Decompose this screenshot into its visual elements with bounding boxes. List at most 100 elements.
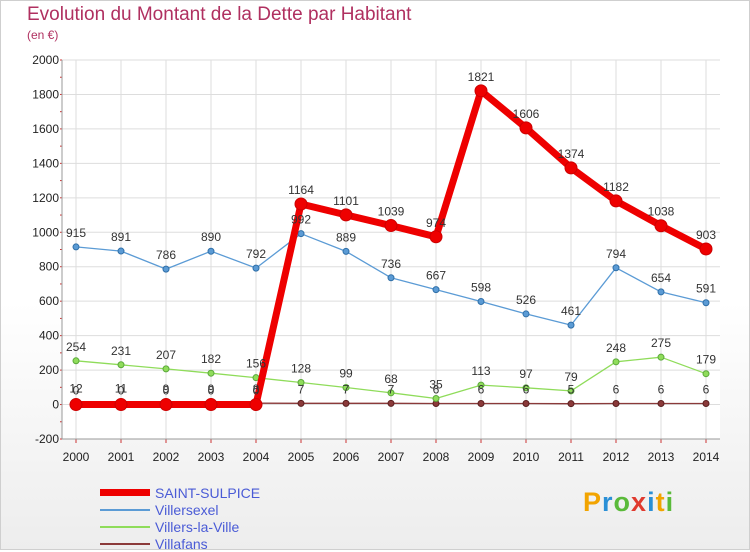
- proxiti-logo: Proxiti: [583, 487, 675, 517]
- x-tick-label: 2001: [108, 450, 135, 464]
- legend-item-villafans: Villafans: [100, 535, 260, 552]
- data-label-villersexel: 526: [516, 293, 536, 307]
- data-point-villafans: [702, 400, 710, 408]
- data-label-villersexel: 792: [246, 247, 266, 261]
- data-point-villersexel: [162, 265, 170, 273]
- data-label-villers-la-ville: 231: [111, 344, 131, 358]
- legend-item-saint-sulpice: SAINT-SULPICE: [100, 484, 260, 501]
- data-point-villersexel: [72, 243, 80, 251]
- data-label-villafans: 7: [343, 382, 350, 396]
- data-label-villersexel: 915: [66, 226, 86, 240]
- data-point-saint-sulpice: [204, 398, 218, 412]
- data-label-villers-la-ville: 99: [339, 366, 353, 380]
- data-point-villafans: [657, 400, 665, 408]
- data-label-saint-sulpice: 0: [118, 384, 125, 398]
- data-label-villersexel: 786: [156, 248, 176, 262]
- legend-item-villers-la-ville: Villers-la-Ville: [100, 518, 260, 535]
- data-point-saint-sulpice: [384, 219, 398, 233]
- data-point-villersexel: [342, 247, 350, 255]
- x-tick-label: 2000: [63, 450, 90, 464]
- x-tick-label: 2010: [513, 450, 540, 464]
- data-label-villersexel: 889: [336, 230, 356, 244]
- data-point-villers-la-ville: [567, 387, 575, 395]
- data-label-villers-la-ville: 113: [471, 364, 490, 378]
- data-label-saint-sulpice: 0: [73, 384, 80, 398]
- data-point-villafans: [387, 399, 395, 407]
- data-point-saint-sulpice: [519, 121, 533, 135]
- legend-swatch: [100, 508, 150, 511]
- data-point-villersexel: [477, 298, 485, 306]
- data-point-villers-la-ville: [657, 353, 665, 361]
- legend-swatch: [100, 542, 150, 545]
- data-label-villers-la-ville: 207: [156, 348, 176, 362]
- data-label-saint-sulpice: 903: [696, 228, 716, 242]
- gridlines: [62, 59, 720, 440]
- data-point-villersexel: [612, 264, 620, 272]
- data-point-villafans: [297, 399, 305, 407]
- data-point-villers-la-ville: [297, 378, 305, 386]
- x-tick-label: 2005: [288, 450, 315, 464]
- legend: SAINT-SULPICE Villersexel Villers-la-Ville…: [100, 484, 260, 552]
- y-tick-label: 600: [39, 294, 59, 308]
- x-tick-label: 2012: [603, 450, 630, 464]
- data-point-villersexel: [207, 247, 215, 255]
- data-point-villersexel: [702, 299, 710, 307]
- data-label-villers-la-ville: 182: [201, 352, 221, 366]
- y-tick-label: 2000: [32, 53, 59, 67]
- y-tick-label: 0: [52, 398, 59, 412]
- chart-title: Evolution du Montant de la Dette par Hab…: [27, 4, 412, 25]
- x-tick-label: 2002: [153, 450, 180, 464]
- legend-swatch: [100, 525, 150, 528]
- data-label-villersexel: 794: [606, 247, 626, 261]
- data-point-villers-la-ville: [387, 389, 395, 397]
- data-label-saint-sulpice: 1182: [603, 180, 629, 194]
- data-label-villers-la-ville: 248: [606, 341, 626, 355]
- data-point-villafans: [477, 400, 485, 408]
- data-label-saint-sulpice: 1039: [378, 205, 405, 219]
- series-lines: [69, 84, 713, 412]
- legend-label: Villers-la-Ville: [155, 518, 240, 535]
- data-point-villers-la-ville: [522, 384, 530, 392]
- data-label-villafans: 11: [115, 382, 128, 396]
- data-point-villers-la-ville: [342, 383, 350, 391]
- data-point-villersexel: [297, 230, 305, 238]
- data-label-villafans: 6: [658, 383, 665, 397]
- data-label-villersexel: 890: [201, 230, 221, 244]
- y-tick-label: 1800: [32, 87, 59, 101]
- data-label-villers-la-ville: 97: [519, 367, 533, 381]
- data-point-villersexel: [432, 286, 440, 294]
- data-labels: 0 0 0 0 0 1164 1101 1039 974 1821 1606 1374 1182 1038…: [66, 70, 716, 398]
- data-point-villersexel: [387, 274, 395, 282]
- data-label-villersexel: 591: [696, 282, 716, 296]
- axes: -200020040060080010001200140016001800200…: [32, 53, 720, 464]
- x-tick-label: 2004: [243, 450, 270, 464]
- data-label-saint-sulpice: 974: [426, 216, 446, 230]
- legend-swatch: [100, 489, 150, 496]
- data-label-villers-la-ville: 275: [651, 336, 671, 350]
- data-point-saint-sulpice: [114, 398, 128, 412]
- legend-label: Villafans: [155, 535, 208, 552]
- data-point-villers-la-ville: [117, 361, 125, 369]
- data-point-saint-sulpice: [564, 161, 578, 175]
- data-label-saint-sulpice: 0: [163, 384, 170, 398]
- data-point-saint-sulpice: [474, 84, 488, 98]
- data-label-saint-sulpice: 1038: [648, 205, 675, 219]
- data-label-villafans: 9: [163, 382, 170, 396]
- data-label-villers-la-ville: 254: [66, 340, 86, 354]
- data-label-villersexel: 598: [471, 281, 491, 295]
- x-tick-label: 2009: [468, 450, 495, 464]
- data-label-villafans: 7: [388, 382, 395, 396]
- chart-unit: (en €): [27, 28, 59, 42]
- data-point-villers-la-ville: [72, 357, 80, 365]
- legend-item-villersexel: Villersexel: [100, 501, 260, 518]
- data-point-villers-la-ville: [162, 365, 170, 373]
- data-label-villersexel: 461: [561, 304, 581, 318]
- data-label-villers-la-ville: 79: [564, 370, 578, 384]
- y-tick-label: 800: [39, 260, 59, 274]
- data-label-villafans: 6: [613, 383, 620, 397]
- data-label-saint-sulpice: 1164: [288, 183, 314, 197]
- data-label-villers-la-ville: 68: [384, 372, 398, 386]
- data-label-villersexel: 667: [426, 269, 446, 283]
- y-tick-label: 200: [39, 363, 59, 377]
- data-label-villafans: 12: [69, 381, 83, 395]
